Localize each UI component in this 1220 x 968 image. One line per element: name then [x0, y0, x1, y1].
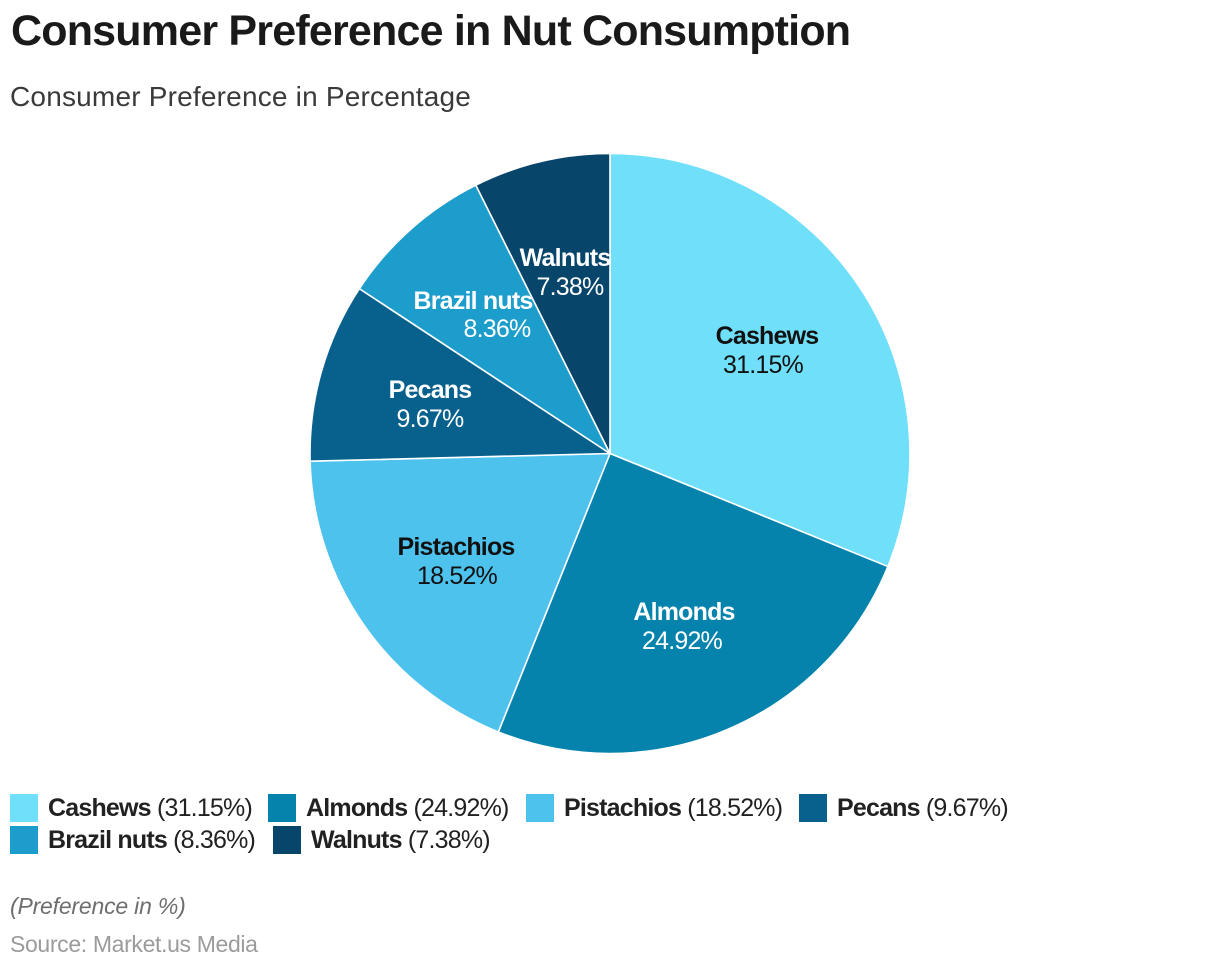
svg-text:18.52%: 18.52%: [417, 562, 498, 590]
svg-text:9.67%: 9.67%: [397, 405, 464, 433]
svg-text:24.92%: 24.92%: [642, 627, 723, 655]
svg-text:Pecans: Pecans: [389, 376, 472, 404]
svg-text:Pistachios: Pistachios: [397, 533, 514, 561]
svg-text:8.36%: 8.36%: [464, 315, 531, 343]
svg-text:Brazil nuts: Brazil nuts: [414, 287, 533, 315]
svg-text:Walnuts: Walnuts: [520, 244, 611, 272]
svg-text:Almonds: Almonds: [633, 598, 734, 626]
svg-text:Cashews: Cashews: [716, 322, 819, 350]
svg-text:31.15%: 31.15%: [723, 351, 804, 379]
svg-text:7.38%: 7.38%: [537, 273, 604, 301]
